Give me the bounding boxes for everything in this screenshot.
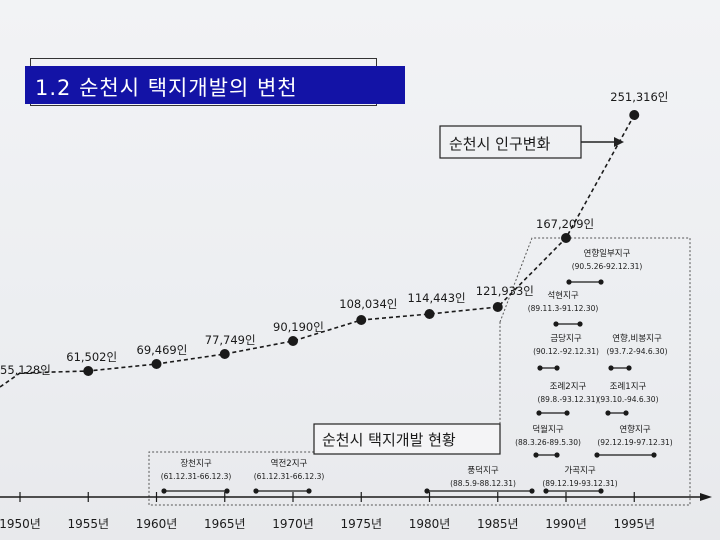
population-point (629, 110, 640, 120)
development-period: (90.12.-92.12.31) (533, 347, 599, 356)
population-label: 순천시 인구변화 (449, 135, 551, 153)
population-data-label: 114,443인 (408, 291, 466, 305)
development-start-point (566, 279, 572, 285)
development-period: (61.12.31-66.12.3) (254, 472, 325, 481)
population-point (424, 309, 435, 319)
population-data-label: 121,933인 (476, 284, 534, 298)
population-data-label: 77,749인 (205, 333, 256, 347)
population-point (151, 359, 162, 369)
development-end-point (598, 279, 604, 285)
development-end-point (306, 488, 312, 494)
development-name: 가곡지구 (564, 466, 595, 476)
population-point (356, 315, 367, 325)
development-period: (89.8.-93.12.31) (537, 395, 598, 404)
development-region-frame (148, 237, 691, 506)
population-data-label: 61,502인 (66, 350, 117, 364)
development-end-point (651, 452, 657, 458)
population-point (288, 336, 298, 346)
development-name: 연향,비봉지구 (612, 334, 662, 344)
slide-title: 1.2 순천시 택지개발의 변천 (25, 66, 405, 104)
development-period: (93.7.2-94.6.30) (606, 347, 667, 356)
development-start-point (533, 452, 539, 458)
population-point (219, 349, 230, 359)
population-data-label: 108,034인 (339, 297, 397, 311)
x-tick-label: 1965년 (204, 517, 246, 531)
development-start-point (543, 488, 549, 494)
development-name: 장천지구 (180, 458, 211, 469)
development-end-point (529, 488, 535, 494)
x-tick-label: 1980년 (409, 517, 451, 531)
x-tick-label: 1970년 (272, 517, 314, 531)
development-name: 연향일부지구 (584, 249, 631, 259)
development-start-point (608, 365, 614, 371)
population-data-label: 167,209인 (536, 217, 594, 231)
development-period: (88.3.26-89.5.30) (515, 438, 581, 447)
development-name: 조례1지구 (610, 381, 647, 392)
development-name: 역전2지구 (271, 458, 308, 469)
development-name: 석현지구 (547, 290, 578, 301)
development-start-point (605, 410, 611, 416)
x-tick-label: 1955년 (67, 517, 109, 531)
development-start-point (253, 488, 259, 494)
development-period: (90.5.26-92.12.31) (572, 262, 643, 271)
development-name: 풍덕지구 (467, 465, 498, 476)
population-point (83, 366, 94, 376)
development-start-point (536, 410, 542, 416)
development-name: 덕월지구 (532, 424, 563, 435)
x-axis-arrow (700, 493, 712, 501)
development-name: 연향지구 (619, 425, 650, 435)
development-period: (89.12.19-93.12.31) (542, 479, 617, 488)
development-end-point (577, 321, 583, 327)
development-name: 금당지구 (550, 333, 581, 344)
x-tick-label: 1995년 (613, 517, 655, 531)
x-tick-label: 1975년 (340, 517, 382, 531)
population-line (0, 114, 635, 388)
development-end-point (564, 410, 570, 416)
population-point (561, 233, 571, 243)
population-data-label: 69,469인 (137, 343, 188, 357)
population-data-label: 55,128인 (0, 363, 51, 377)
development-end-point (224, 488, 230, 494)
development-end-point (626, 365, 632, 371)
development-end-point (554, 365, 560, 371)
development-period: (92.12.19-97.12.31) (597, 438, 672, 447)
development-period: (89.11.3-91.12.30) (528, 304, 599, 313)
population-data-label: 90,190인 (273, 320, 324, 334)
x-tick-label: 1990년 (545, 517, 587, 531)
development-start-point (424, 488, 430, 494)
x-tick-label: 1985년 (477, 517, 519, 531)
development-label: 순천시 택지개발 현황 (322, 431, 456, 449)
development-label-box (313, 423, 501, 455)
development-end-point (623, 410, 629, 416)
development-start-point (553, 321, 559, 327)
development-end-point (554, 452, 560, 458)
population-arrow-head (614, 137, 624, 147)
development-start-point (161, 488, 167, 494)
development-period: (61.12.31-66.12.3) (161, 472, 232, 481)
development-name: 조례2지구 (550, 381, 587, 392)
x-tick-label: 1960년 (136, 517, 178, 531)
development-start-point (594, 452, 600, 458)
development-period: (93.10.-94.6.30) (597, 395, 658, 404)
development-start-point (537, 365, 543, 371)
population-data-label: 251,316인 (610, 90, 668, 104)
development-end-point (598, 488, 604, 494)
population-point (492, 302, 503, 312)
x-tick-label: 1950년 (0, 517, 41, 531)
development-period: (88.5.9-88.12.31) (450, 479, 516, 488)
